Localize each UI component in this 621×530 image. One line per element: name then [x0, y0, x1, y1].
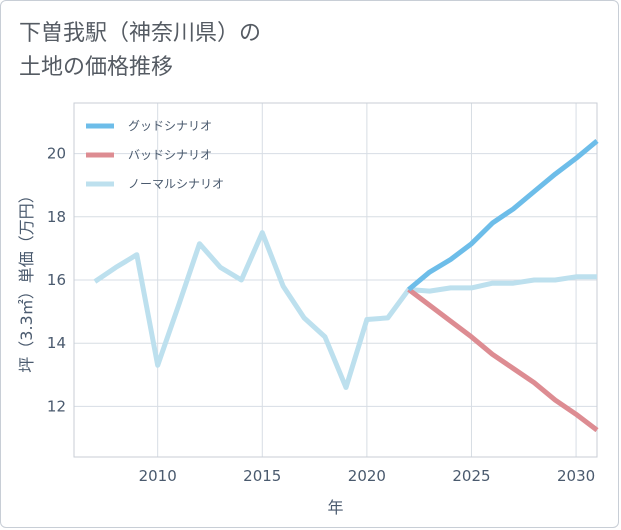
legend-label-0: グッドシナリオ	[128, 119, 212, 133]
y-tick-label: 12	[47, 397, 66, 415]
series-line-2	[93, 230, 597, 390]
x-tick-label: 2030	[557, 467, 595, 485]
y-tick-label: 18	[47, 208, 66, 226]
y-tick-label: 20	[47, 145, 66, 163]
series-layer	[93, 138, 599, 433]
y-tick-label: 14	[47, 334, 66, 352]
x-tick-label: 2020	[348, 467, 386, 485]
x-tick-label: 2010	[139, 467, 177, 485]
legend-label-2: ノーマルシナリオ	[128, 177, 224, 191]
plot-border	[73, 102, 598, 458]
tick-labels: 2010 2015 2020 2025 2030 12 14 16 18 20	[47, 145, 595, 485]
grid-lines	[74, 103, 597, 457]
y-tick-label: 16	[47, 271, 66, 289]
series-line-1	[407, 287, 599, 433]
x-axis-label: 年	[327, 498, 343, 517]
x-tick-label: 2015	[243, 467, 281, 485]
x-tick-label: 2025	[452, 467, 490, 485]
series-line-0	[407, 138, 599, 292]
chart-title-line-1: 下曽我駅（神奈川県）の	[19, 21, 262, 46]
chart-title-line-2: 土地の価格推移	[19, 55, 174, 80]
y-axis-label: 坪（3.3㎡）単価（万円）	[17, 187, 36, 372]
legend-label-1: バッドシナリオ	[128, 148, 212, 162]
chart-title: 下曽我駅（神奈川県）の 土地の価格推移	[19, 17, 261, 85]
